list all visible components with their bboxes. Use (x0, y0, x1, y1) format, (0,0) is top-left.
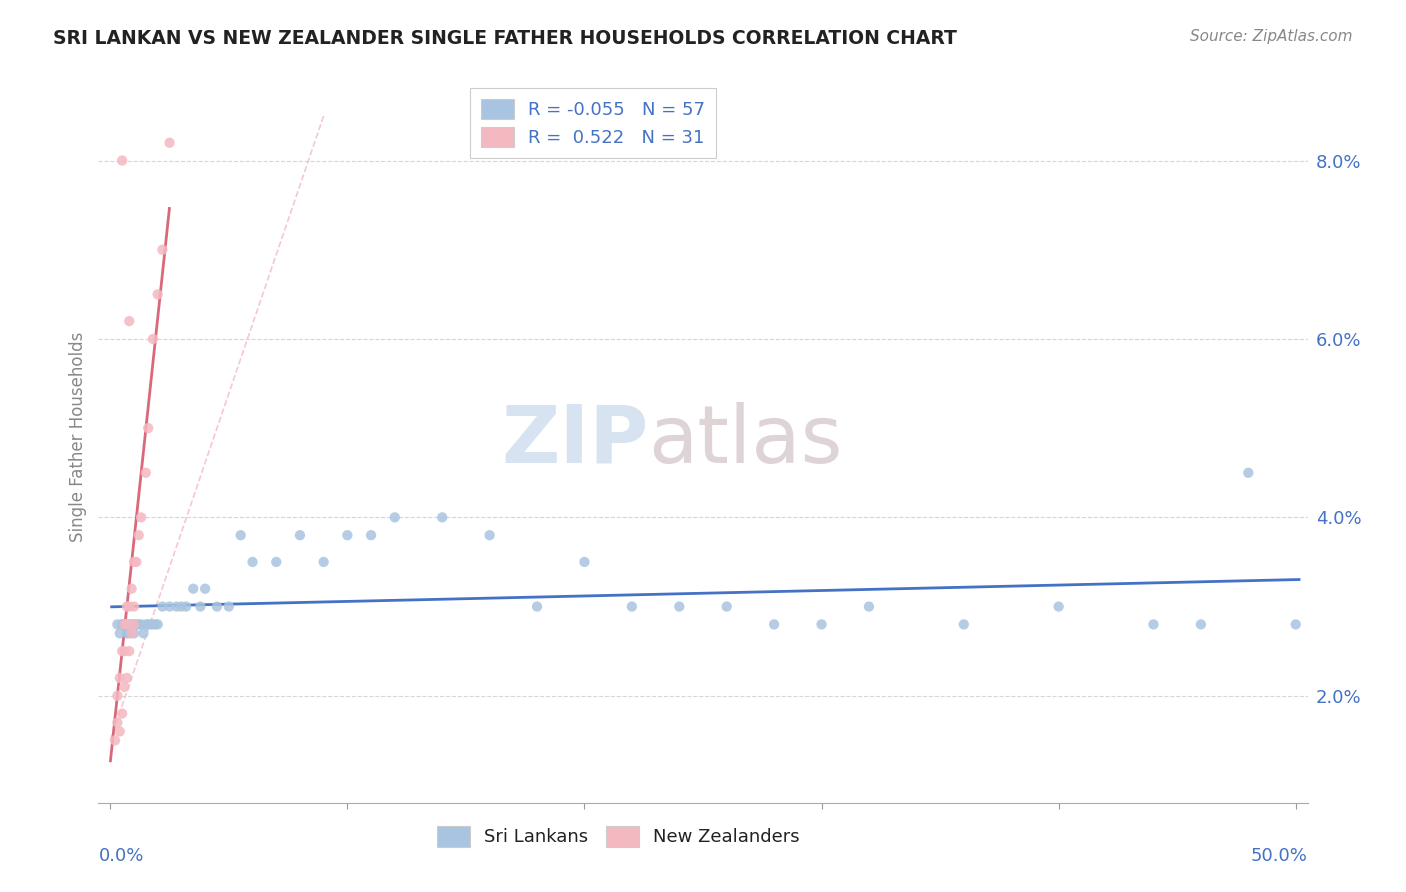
Point (139, 617, 162, 632)
Point (668, 599, 690, 614)
Point (152, 243, 174, 257)
Point (115, 626, 138, 640)
Point (288, 528, 311, 542)
Point (146, 617, 169, 632)
Point (1237, 466, 1260, 480)
Point (114, 680, 136, 694)
Point (1047, 599, 1070, 614)
Point (810, 617, 832, 632)
Point (122, 555, 145, 569)
Point (118, 626, 141, 640)
Point (115, 617, 138, 632)
Point (111, 617, 134, 632)
Point (1142, 617, 1164, 632)
Point (620, 599, 643, 614)
Point (152, 599, 174, 614)
Point (105, 715, 128, 730)
Point (143, 617, 166, 632)
Point (108, 724, 131, 739)
Point (159, 136, 181, 150)
Point (526, 599, 548, 614)
Point (136, 617, 159, 632)
Point (104, 733, 127, 747)
Point (114, 644, 136, 658)
Point (132, 626, 155, 640)
Point (135, 466, 157, 480)
Point (115, 599, 138, 614)
Point (114, 617, 136, 632)
Point (190, 599, 212, 614)
Point (111, 644, 134, 658)
Text: ZIP: ZIP (502, 401, 648, 480)
Point (111, 706, 134, 721)
Point (129, 617, 152, 632)
Text: 0.0%: 0.0% (98, 847, 143, 864)
Point (125, 555, 148, 569)
Point (114, 617, 136, 632)
Point (115, 617, 138, 632)
Point (122, 626, 145, 640)
Point (115, 671, 138, 685)
Point (122, 617, 145, 632)
Point (118, 644, 141, 658)
Point (129, 510, 152, 524)
Point (218, 599, 240, 614)
Point (121, 582, 143, 596)
Point (125, 617, 148, 632)
Text: SRI LANKAN VS NEW ZEALANDER SINGLE FATHER HOUSEHOLDS CORRELATION CHART: SRI LANKAN VS NEW ZEALANDER SINGLE FATHE… (53, 29, 957, 47)
Point (142, 617, 165, 632)
Point (111, 617, 134, 632)
Point (114, 617, 136, 632)
Text: Source: ZipAtlas.com: Source: ZipAtlas.com (1189, 29, 1353, 44)
Point (858, 599, 880, 614)
Text: atlas: atlas (648, 401, 844, 480)
Point (229, 528, 252, 542)
Point (108, 671, 131, 685)
Point (360, 528, 382, 542)
Text: 50.0%: 50.0% (1251, 847, 1308, 864)
Point (128, 617, 150, 632)
Point (166, 599, 188, 614)
Point (121, 626, 143, 640)
Point (118, 314, 141, 328)
Point (111, 153, 134, 168)
Point (170, 599, 193, 614)
Point (135, 617, 157, 632)
Point (174, 599, 197, 614)
Point (716, 599, 738, 614)
Point (142, 332, 165, 346)
Point (108, 626, 131, 640)
Point (478, 528, 501, 542)
Point (952, 617, 974, 632)
Point (242, 555, 264, 569)
Point (432, 510, 454, 524)
Point (1285, 617, 1308, 632)
Point (194, 582, 217, 596)
Point (181, 582, 204, 596)
Point (574, 555, 596, 569)
Point (336, 528, 359, 542)
Point (136, 421, 159, 435)
Point (105, 689, 128, 703)
Point (122, 599, 145, 614)
Point (205, 599, 228, 614)
Point (121, 617, 143, 632)
Point (763, 617, 786, 632)
Point (146, 287, 169, 301)
Point (264, 555, 287, 569)
Point (312, 555, 335, 569)
Point (159, 599, 181, 614)
Point (118, 617, 141, 632)
Legend: Sri Lankans, New Zealanders: Sri Lankans, New Zealanders (427, 817, 808, 856)
Y-axis label: Single Father Households: Single Father Households (69, 332, 87, 542)
Point (118, 599, 141, 614)
Point (128, 528, 150, 542)
Point (384, 510, 406, 524)
Point (1189, 617, 1212, 632)
Point (105, 617, 128, 632)
Point (122, 617, 145, 632)
